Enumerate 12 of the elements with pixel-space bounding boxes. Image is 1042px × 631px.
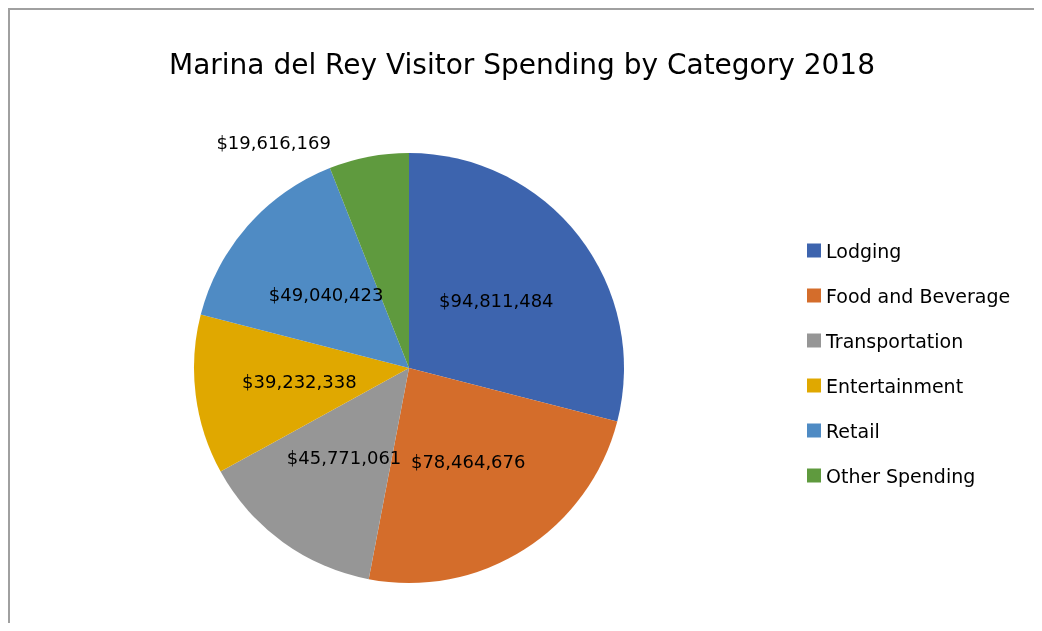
- legend-label: Retail: [826, 419, 880, 442]
- data-label: $49,040,423: [268, 284, 384, 306]
- legend-label: Other Spending: [826, 464, 976, 487]
- legend-label: Lodging: [826, 239, 902, 262]
- data-label: $39,232,338: [242, 371, 357, 393]
- chart-title: Marina del Rey Visitor Spending by Category 2018: [169, 47, 875, 81]
- legend-label: Entertainment: [826, 374, 964, 397]
- data-label: $94,811,484: [439, 289, 554, 311]
- legend-label: Transportation: [825, 329, 964, 352]
- data-label: $78,464,676: [410, 450, 526, 472]
- data-label: $19,616,169: [216, 131, 331, 153]
- legend-label: Food and Beverage: [826, 284, 1011, 307]
